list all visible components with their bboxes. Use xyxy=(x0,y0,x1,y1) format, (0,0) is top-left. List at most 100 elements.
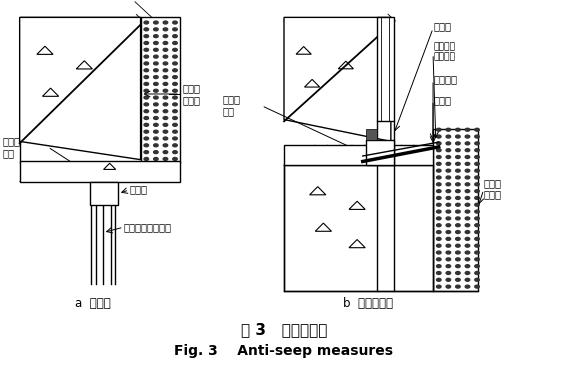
Circle shape xyxy=(173,151,177,154)
Circle shape xyxy=(475,258,479,261)
Circle shape xyxy=(144,157,149,160)
Circle shape xyxy=(465,142,470,145)
Circle shape xyxy=(437,278,441,281)
Circle shape xyxy=(456,272,460,275)
Circle shape xyxy=(173,42,177,45)
Text: 外墙节
能体系: 外墙节 能体系 xyxy=(484,178,502,200)
Circle shape xyxy=(153,21,158,24)
Circle shape xyxy=(475,128,479,131)
Circle shape xyxy=(437,265,441,268)
Circle shape xyxy=(475,190,479,193)
Circle shape xyxy=(144,76,149,79)
Circle shape xyxy=(144,96,149,99)
Circle shape xyxy=(446,149,450,151)
Circle shape xyxy=(465,149,470,151)
Circle shape xyxy=(437,156,441,159)
Circle shape xyxy=(456,190,460,193)
Circle shape xyxy=(465,135,470,138)
Circle shape xyxy=(456,258,460,261)
Circle shape xyxy=(456,135,460,138)
Circle shape xyxy=(173,21,177,24)
Circle shape xyxy=(456,265,460,268)
Circle shape xyxy=(144,117,149,119)
Circle shape xyxy=(153,82,158,85)
Circle shape xyxy=(153,157,158,160)
Circle shape xyxy=(144,42,149,45)
Circle shape xyxy=(163,76,168,79)
Circle shape xyxy=(437,169,441,172)
Circle shape xyxy=(144,123,149,126)
Text: 外墙节
能体系: 外墙节 能体系 xyxy=(183,83,201,105)
Text: b  金属披水板: b 金属披水板 xyxy=(344,297,394,310)
Circle shape xyxy=(475,272,479,275)
Circle shape xyxy=(475,183,479,186)
Circle shape xyxy=(465,162,470,165)
Circle shape xyxy=(475,285,479,288)
Circle shape xyxy=(446,231,450,233)
Circle shape xyxy=(173,69,177,72)
Circle shape xyxy=(475,278,479,281)
Text: 图 3   防渗漏做法: 图 3 防渗漏做法 xyxy=(241,322,327,337)
Circle shape xyxy=(456,285,460,288)
Circle shape xyxy=(163,117,168,119)
Circle shape xyxy=(153,137,158,140)
Circle shape xyxy=(173,82,177,85)
Circle shape xyxy=(437,142,441,145)
Circle shape xyxy=(456,149,460,151)
Circle shape xyxy=(465,183,470,186)
Circle shape xyxy=(163,96,168,99)
Circle shape xyxy=(437,258,441,261)
Circle shape xyxy=(173,117,177,119)
Bar xyxy=(90,181,118,205)
Polygon shape xyxy=(284,17,391,141)
Circle shape xyxy=(153,117,158,119)
Circle shape xyxy=(163,35,168,38)
Circle shape xyxy=(163,123,168,126)
Circle shape xyxy=(437,196,441,199)
Circle shape xyxy=(163,144,168,147)
Bar xyxy=(284,145,433,165)
Bar xyxy=(433,129,478,291)
Circle shape xyxy=(465,176,470,179)
Circle shape xyxy=(446,128,450,131)
Circle shape xyxy=(153,48,158,51)
Circle shape xyxy=(437,176,441,179)
Circle shape xyxy=(153,42,158,45)
Circle shape xyxy=(153,76,158,79)
Circle shape xyxy=(446,251,450,254)
Circle shape xyxy=(153,62,158,65)
Circle shape xyxy=(153,151,158,154)
Circle shape xyxy=(163,69,168,72)
Circle shape xyxy=(153,144,158,147)
Circle shape xyxy=(475,231,479,233)
Circle shape xyxy=(465,128,470,131)
Circle shape xyxy=(465,278,470,281)
Circle shape xyxy=(153,110,158,113)
Circle shape xyxy=(446,272,450,275)
Circle shape xyxy=(163,157,168,160)
Circle shape xyxy=(465,244,470,247)
Circle shape xyxy=(144,21,149,24)
Bar xyxy=(20,17,140,163)
Circle shape xyxy=(456,162,460,165)
Circle shape xyxy=(153,55,158,58)
Circle shape xyxy=(456,231,460,233)
Circle shape xyxy=(475,169,479,172)
Circle shape xyxy=(475,196,479,199)
Bar xyxy=(284,165,433,291)
Circle shape xyxy=(437,217,441,220)
Circle shape xyxy=(163,28,168,31)
Circle shape xyxy=(456,176,460,179)
Circle shape xyxy=(446,142,450,145)
Circle shape xyxy=(163,21,168,24)
Circle shape xyxy=(446,183,450,186)
Circle shape xyxy=(163,55,168,58)
Circle shape xyxy=(475,224,479,227)
Circle shape xyxy=(465,285,470,288)
Circle shape xyxy=(153,28,158,31)
Circle shape xyxy=(144,151,149,154)
Circle shape xyxy=(456,128,460,131)
Circle shape xyxy=(465,272,470,275)
Text: 发泡胶
填缝: 发泡胶 填缝 xyxy=(222,94,240,116)
Circle shape xyxy=(163,48,168,51)
